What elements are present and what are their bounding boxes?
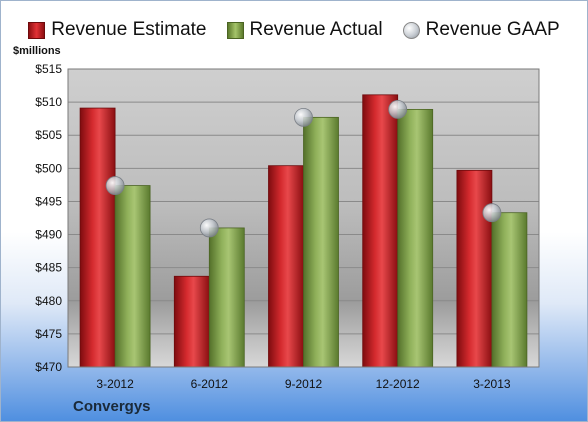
point-revenue-gaap [105, 176, 125, 195]
legend-item-estimate: Revenue Estimate [28, 19, 207, 41]
legend-item-gaap: Revenue GAAP [402, 19, 560, 41]
y-tick-label: $500 [35, 161, 62, 175]
y-tick-label: $515 [35, 62, 62, 76]
point-revenue-gaap [388, 99, 408, 119]
x-tick-label: 3-2013 [473, 377, 511, 391]
x-tick-label: 6-2012 [191, 377, 229, 391]
plot-area: $470 $475 $480 $485 $490 $495 $500 $505 $510 $515… [35, 62, 540, 391]
legend-label-estimate: Revenue Estimate [51, 19, 207, 40]
x-tick-label: 3-2012 [96, 377, 134, 391]
legend-swatch-gaap [402, 21, 420, 39]
bar-revenue-actual [303, 116, 339, 368]
bar-revenue-estimate [79, 107, 116, 368]
y-tick-label: $510 [35, 95, 62, 109]
y-tick-label: $495 [35, 194, 62, 208]
bar-revenue-estimate [362, 94, 399, 368]
legend-label-actual: Revenue Actual [249, 19, 383, 40]
bar-revenue-actual [491, 212, 528, 368]
x-tick-label: 12-2012 [376, 377, 420, 391]
y-tick-label: $485 [35, 261, 62, 275]
bar-revenue-estimate [173, 275, 210, 368]
bar-revenue-estimate [456, 169, 493, 368]
legend-swatch-actual [226, 21, 244, 39]
point-revenue-gaap [294, 107, 313, 127]
legend-label-gaap: Revenue GAAP [425, 19, 560, 40]
bar-revenue-estimate [268, 165, 304, 368]
y-tick-label: $505 [35, 128, 62, 142]
y-tick-label: $475 [35, 327, 62, 341]
bar-revenue-actual [208, 227, 245, 368]
point-revenue-gaap [482, 203, 502, 223]
point-revenue-gaap [199, 218, 219, 238]
bar-revenue-actual [397, 108, 434, 368]
y-tick-label: $480 [35, 294, 62, 308]
y-tick-label: $470 [35, 360, 62, 374]
y-axis-unit-label: $millions [13, 45, 61, 57]
legend: Revenue Estimate Revenue Actual Revenue … [1, 15, 587, 45]
legend-item-actual: Revenue Actual [226, 19, 383, 41]
x-tick-label: 9-2012 [285, 377, 323, 391]
plot-border [67, 68, 540, 368]
bar-revenue-actual [114, 185, 151, 368]
company-name: Convergys [73, 398, 151, 415]
y-tick-label: $490 [35, 228, 62, 242]
legend-swatch-estimate [28, 21, 46, 39]
